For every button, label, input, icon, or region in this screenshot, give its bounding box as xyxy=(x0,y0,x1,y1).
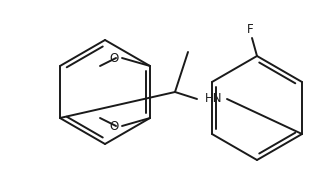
Text: O: O xyxy=(110,51,119,64)
Text: HN: HN xyxy=(205,93,222,105)
Text: O: O xyxy=(110,120,119,132)
Text: F: F xyxy=(247,23,253,36)
